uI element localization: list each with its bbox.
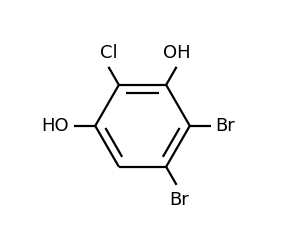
Text: HO: HO <box>42 117 69 135</box>
Text: Cl: Cl <box>100 44 117 62</box>
Text: OH: OH <box>163 44 190 62</box>
Text: Br: Br <box>170 191 189 209</box>
Text: Br: Br <box>216 117 235 135</box>
